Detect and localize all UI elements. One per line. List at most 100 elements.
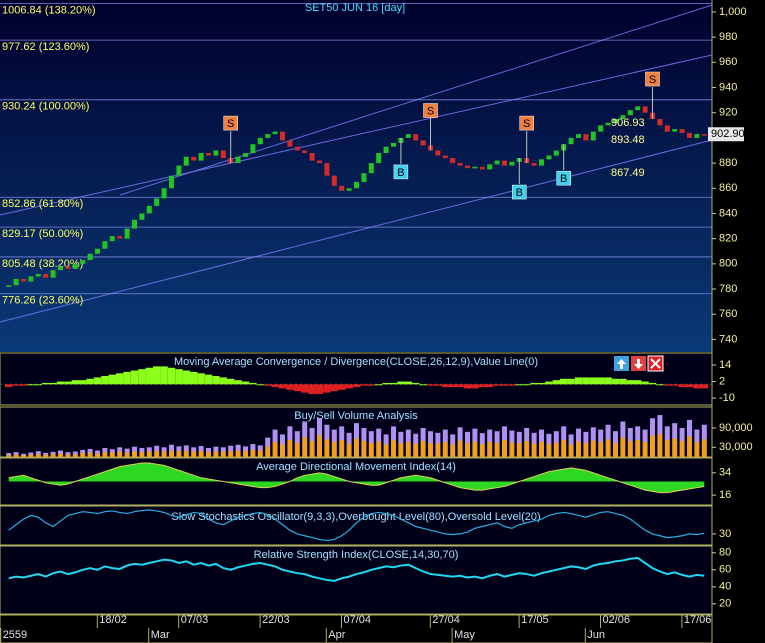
candle [317,160,322,164]
candle [331,175,337,186]
macd-bar [656,384,664,386]
macd-bar [264,384,272,386]
macd-bar [286,384,294,390]
volume-bar [206,447,211,457]
macd-bar [611,378,620,385]
macd-bar [182,370,190,385]
candle [657,119,663,126]
signal-label: S [427,105,434,117]
volume-bar [598,429,604,457]
volume-bar [146,447,152,457]
macd-bar [5,384,13,388]
candle [213,150,219,156]
x-tick-label: 07/04 [344,614,372,626]
macd-bar [449,384,457,388]
candle [58,266,63,271]
candle [124,228,130,239]
volume-bar [405,429,411,457]
candle [169,175,174,189]
macd-bar [19,384,28,386]
macd-bar [345,384,353,389]
macd-bar [315,384,324,394]
volume-bar [65,452,71,457]
volume-bar [539,429,544,457]
panel-buttons[interactable] [614,355,664,372]
volume-bar [220,447,226,457]
volume-bar [50,451,56,457]
fib-label: 829.17 (50.00%) [2,228,83,240]
volume-bar [139,447,145,457]
signal-box [423,103,438,118]
candle [642,106,648,113]
candle [413,134,419,141]
y-tick-label: 880 [719,157,737,169]
candle [87,253,93,261]
macd-bar [12,384,20,386]
ma-value: 906.93 [611,117,645,129]
volume-bar [280,434,285,457]
volume-bar [294,431,300,457]
macd-bar [574,377,583,385]
volume-bar [376,428,382,457]
signal-label: S [227,118,234,130]
candle [72,263,78,269]
candle [250,144,256,154]
volume-bar [435,432,441,457]
volume-bar [354,423,359,457]
macd-bar [323,384,331,393]
candle [553,150,559,156]
volume-bar [72,451,78,457]
macd-bar [582,377,590,385]
macd-bar [597,377,605,385]
volume-bar [368,431,374,457]
macd-bar [234,380,242,385]
panel-title: Relative Strength Index(CLOSE,14,30,70) [254,549,459,561]
signal-label: S [523,118,530,130]
macd-bar [308,384,316,394]
macd-bar [93,377,102,385]
macd-bar [86,378,94,385]
volume-bar [235,444,241,457]
volume-bar [339,426,345,457]
y-tick-label: 40 [719,581,731,593]
macd-bar [79,380,87,385]
candle [679,129,685,133]
volume-bar [465,431,470,457]
candle [191,156,197,161]
volume-bar [132,446,137,457]
candle [35,273,41,277]
candle [664,125,670,132]
volume-bar [516,431,522,457]
x-tick-label: 02/06 [603,614,631,626]
macd-bar [227,378,235,385]
volume-bar [479,433,485,457]
y-tick-label: 1,000 [719,6,747,18]
candle [494,160,500,165]
rsi-panel [0,545,713,615]
macd-bar [71,380,79,385]
macd-bar [360,384,368,386]
volume-bar [590,427,596,457]
macd-bar [678,384,686,388]
macd-bar [56,381,65,385]
macd-bar [197,373,205,385]
macd-bar [397,381,405,385]
macd-bar [486,384,494,388]
month-label: Jun [587,629,605,641]
volume-bar [183,445,189,457]
macd-bar [219,377,227,385]
candle [376,153,382,164]
macd-bar [619,378,627,385]
y-tick-label: 30 [719,528,731,540]
volume-bar [687,419,692,457]
candle [509,161,515,166]
candle [243,153,248,157]
up-icon [617,359,626,369]
volume-bar [346,432,352,457]
macd-bar [700,384,708,389]
y-tick-label: 980 [719,31,737,43]
macd-bar [123,371,131,385]
volume-bar [420,427,426,457]
main-panel [0,0,712,352]
